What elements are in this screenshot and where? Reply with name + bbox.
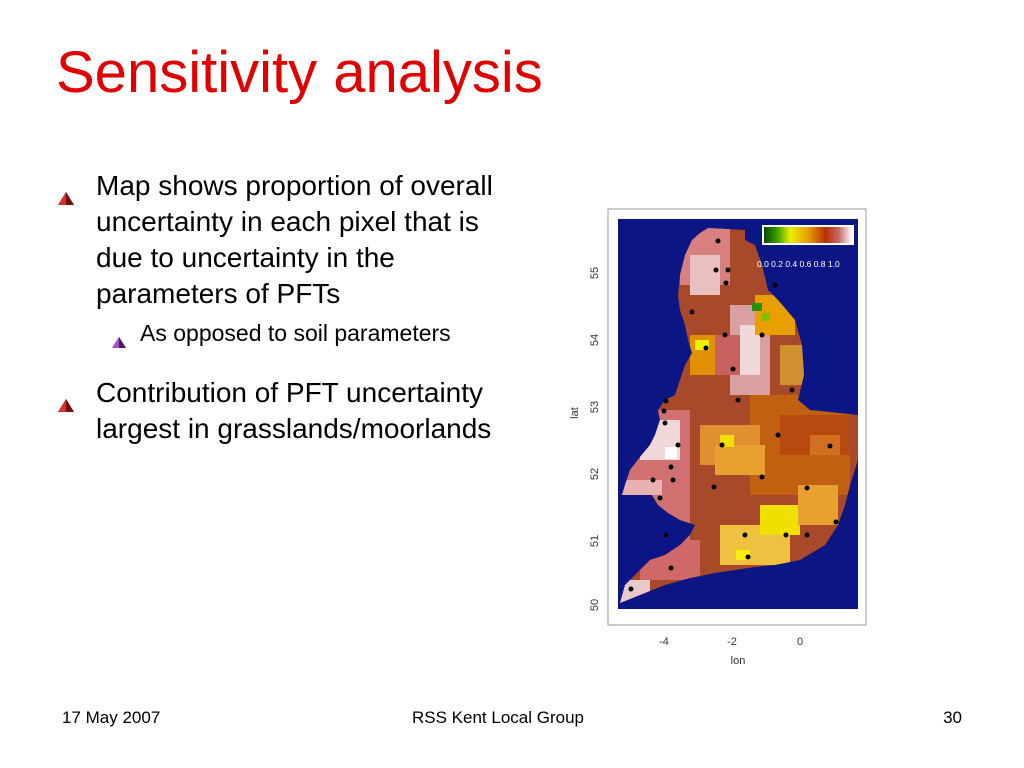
sub-bullet-item: As opposed to soil parameters [112, 318, 498, 357]
x-tick-label: 0 [797, 636, 803, 648]
x-axis-label: lon [731, 655, 746, 667]
bullet-list: Map shows proportion of overall uncertai… [58, 168, 498, 447]
uncertainty-map-figure: 0.0 0.2 0.4 0.6 0.8 1.0 55 54 53 52 51 5… [540, 195, 880, 685]
page-number: 30 [943, 708, 962, 727]
y-axis: 55 54 53 52 51 50 lat [569, 267, 601, 611]
bullet-item: Map shows proportion of overall uncertai… [58, 168, 498, 312]
y-axis-label: lat [569, 407, 581, 419]
bullet-3d-triangle-icon [112, 326, 126, 357]
y-tick-label: 54 [589, 334, 601, 346]
x-tick-label: -4 [659, 636, 669, 648]
bullet-3d-triangle-icon [58, 386, 74, 422]
y-tick-label: 55 [589, 267, 601, 279]
sub-bullet-text: As opposed to soil parameters [140, 320, 451, 346]
y-tick-label: 52 [589, 468, 601, 480]
x-axis: -4 -2 0 lon [659, 636, 803, 667]
y-tick-label: 51 [589, 535, 601, 547]
x-tick-label: -2 [727, 636, 737, 648]
bullet-item: Contribution of PFT uncertainty largest … [58, 375, 498, 447]
slide-title: Sensitivity analysis [56, 40, 543, 105]
footer-group: RSS Kent Local Group [412, 708, 584, 727]
colorbar: 0.0 0.2 0.4 0.6 0.8 1.0 [757, 225, 854, 269]
colorbar-labels: 0.0 0.2 0.4 0.6 0.8 1.0 [757, 259, 840, 269]
footer-date: 17 May 2007 [62, 708, 161, 727]
bullet-text: Contribution of PFT uncertainty largest … [96, 377, 492, 444]
y-tick-label: 53 [589, 401, 601, 413]
bullet-3d-triangle-icon [58, 179, 74, 215]
bullet-text: Map shows proportion of overall uncertai… [96, 170, 493, 309]
y-tick-label: 50 [589, 599, 601, 611]
station-points [628, 238, 839, 592]
